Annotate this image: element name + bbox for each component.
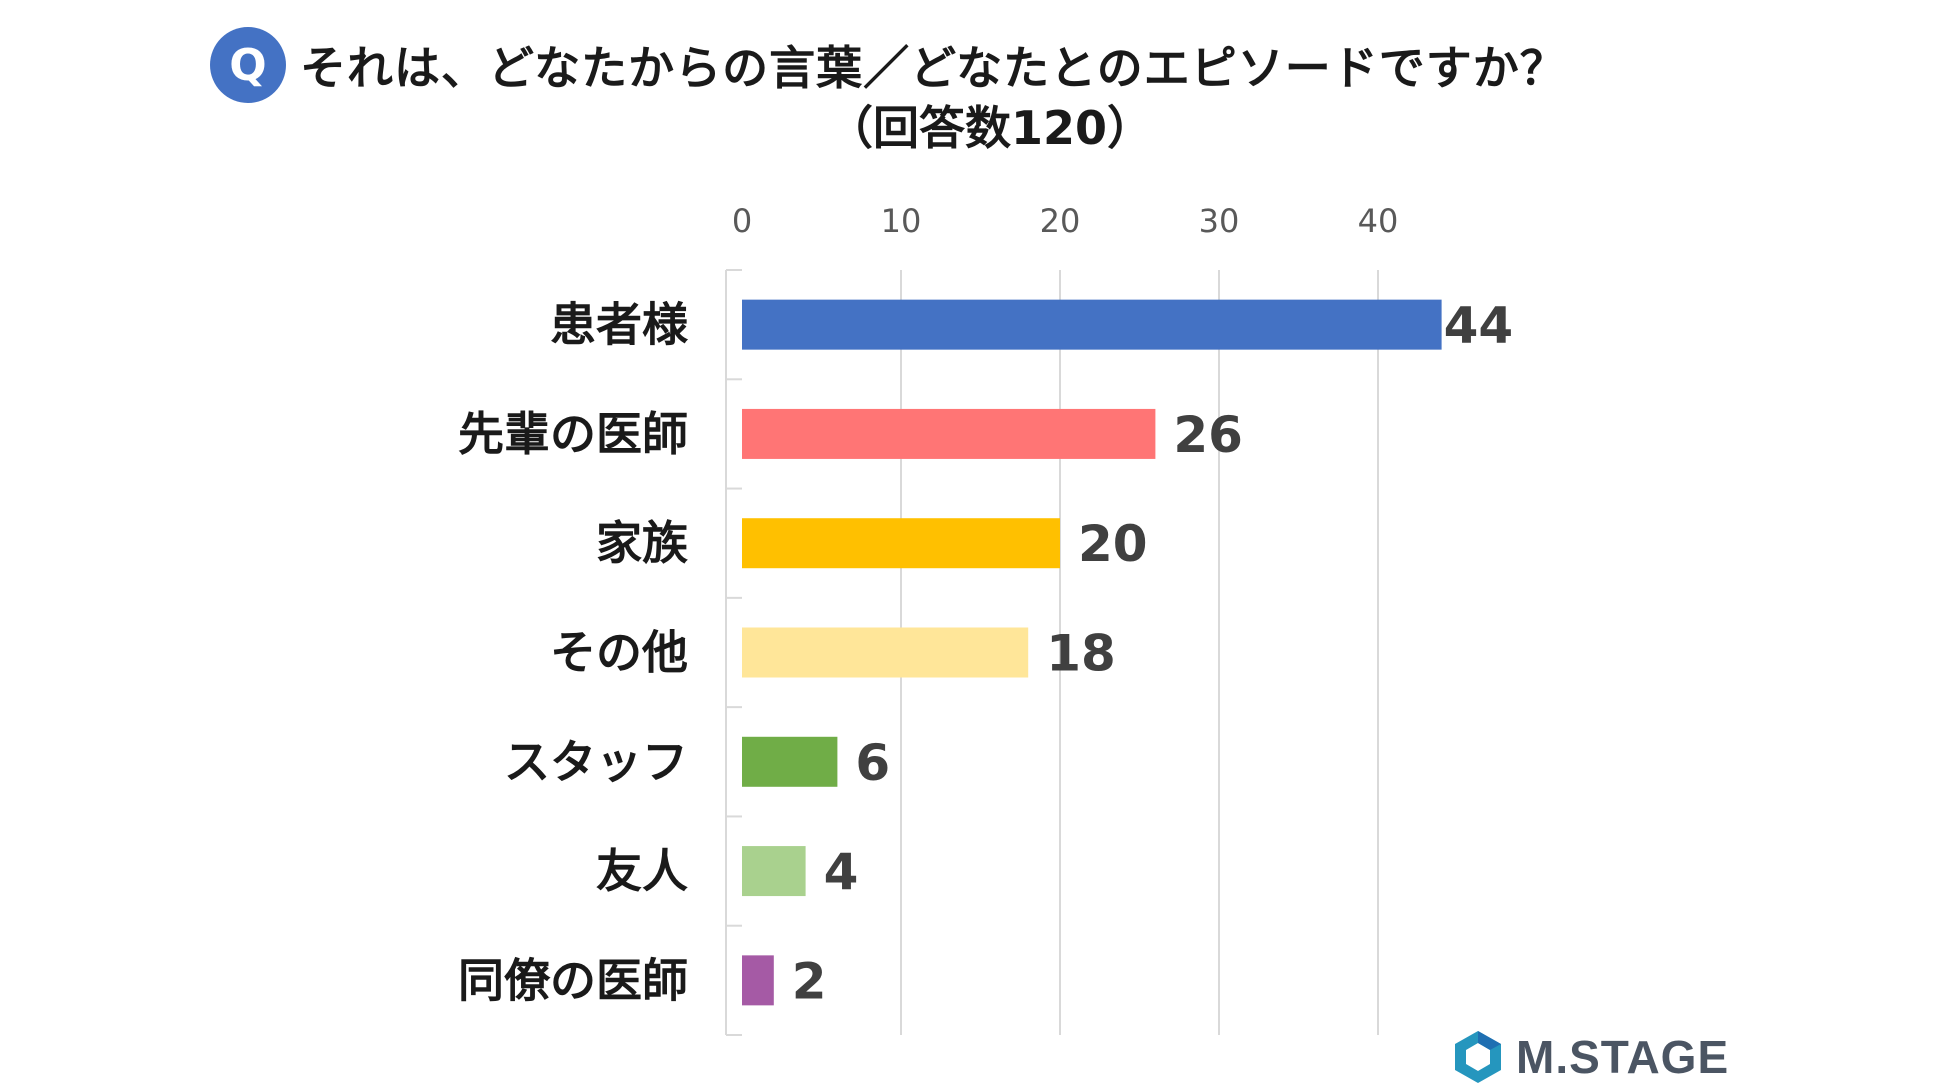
category-label: 患者様 bbox=[550, 298, 689, 352]
data-label: 20 bbox=[1078, 515, 1148, 573]
data-label: 6 bbox=[855, 734, 890, 792]
data-label: 26 bbox=[1173, 406, 1243, 464]
chart-title: それは、どなたからの言葉／どなたとのエピソードですか？ bbox=[300, 41, 1567, 95]
x-tick-label: 10 bbox=[881, 202, 922, 240]
logo-text: M.STAGE bbox=[1516, 1031, 1730, 1083]
x-tick-label: 40 bbox=[1358, 202, 1399, 240]
mstage-logo: M.STAGE bbox=[1450, 1030, 1729, 1084]
category-label: スタッフ bbox=[504, 735, 688, 789]
data-label: 18 bbox=[1046, 625, 1116, 683]
bar bbox=[742, 846, 806, 897]
bar bbox=[742, 627, 1029, 678]
x-tick-label: 30 bbox=[1199, 202, 1240, 240]
x-tick-label: 20 bbox=[1040, 202, 1081, 240]
data-label: 4 bbox=[824, 843, 859, 901]
category-label: 友人 bbox=[596, 844, 688, 898]
bar bbox=[742, 955, 774, 1006]
x-tick-label: 0 bbox=[732, 202, 752, 240]
data-label: 2 bbox=[792, 952, 827, 1010]
bar bbox=[742, 518, 1060, 569]
category-label: 家族 bbox=[596, 516, 688, 570]
category-label: 同僚の医師 bbox=[458, 953, 688, 1007]
logo-hexagon-icon bbox=[1455, 1031, 1501, 1083]
category-label: 先輩の医師 bbox=[458, 407, 688, 461]
data-label: 44 bbox=[1444, 297, 1514, 355]
bar bbox=[742, 299, 1442, 350]
category-label: その他 bbox=[550, 626, 688, 680]
q-badge: Q bbox=[210, 27, 286, 103]
chart-subtitle: （回答数120） bbox=[826, 101, 1154, 155]
bar bbox=[742, 736, 838, 787]
bar bbox=[742, 408, 1156, 459]
